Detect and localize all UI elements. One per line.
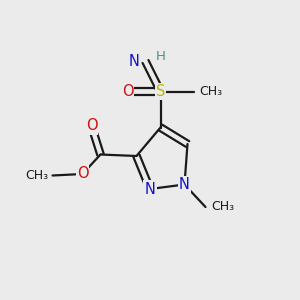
Text: O: O [122, 84, 133, 99]
Text: CH₃: CH₃ [200, 85, 223, 98]
Text: N: N [179, 177, 190, 192]
Text: S: S [156, 84, 165, 99]
Text: H: H [156, 50, 166, 63]
Text: O: O [77, 167, 88, 182]
Text: N: N [129, 54, 140, 69]
Text: O: O [86, 118, 97, 134]
Text: CH₃: CH₃ [212, 200, 235, 214]
Text: N: N [145, 182, 155, 196]
Text: CH₃: CH₃ [25, 169, 48, 182]
